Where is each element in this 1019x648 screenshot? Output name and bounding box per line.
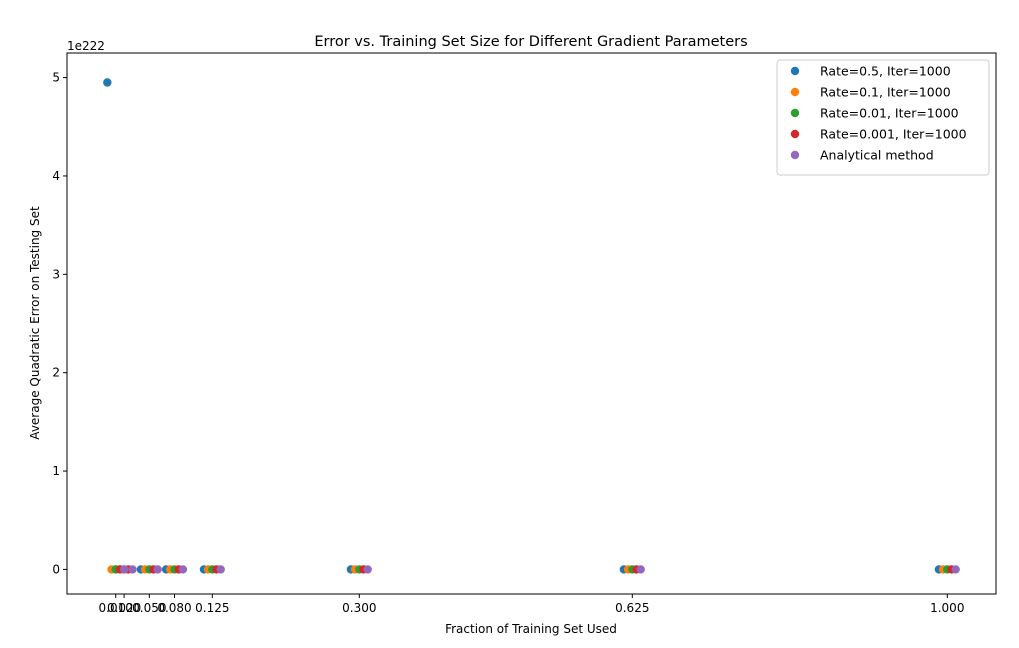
legend: Rate=0.5, Iter=1000 Rate=0.1, Iter=1000 Ra… [776, 59, 990, 176]
x-tick-label: 0.080 [157, 601, 191, 615]
legend-marker [790, 129, 800, 139]
y-tick-label: 0 [52, 562, 60, 576]
legend-entry-label: Analytical method [820, 148, 934, 163]
data-point-series-5 [216, 565, 225, 574]
x-tick-label: 0.020 [107, 601, 141, 615]
x-tick-label: 0.010 [99, 601, 133, 615]
chart-title: Error vs. Training Set Size for Differen… [314, 34, 747, 50]
x-tick-label: 0.300 [342, 601, 376, 615]
y-tick-label: 1 [52, 464, 60, 478]
data-point-series-5 [363, 565, 372, 574]
y-tick-label: 5 [52, 71, 60, 85]
legend-marker [790, 66, 800, 76]
x-tick-label: 0.125 [195, 601, 229, 615]
x-tick-label: 0.050 [132, 601, 166, 615]
data-points [103, 78, 960, 574]
y-axis-offset-label: 1e222 [67, 39, 105, 53]
legend-marker [790, 87, 800, 97]
legend-marker [790, 150, 800, 160]
legend-entry-label: Rate=0.01, Iter=1000 [820, 106, 959, 121]
x-tick-label: 0.625 [615, 601, 649, 615]
y-tick-label: 2 [52, 366, 60, 380]
data-point-series-5 [951, 565, 960, 574]
y-tick-label: 4 [52, 169, 60, 183]
y-axis: 0 1 2 3 4 5 [52, 71, 67, 576]
x-axis-label: Fraction of Training Set Used [445, 622, 617, 636]
legend-entry-label: Rate=0.001, Iter=1000 [820, 127, 967, 142]
plot-area [66, 52, 997, 595]
data-point-series-5 [119, 565, 129, 574]
data-point-series-5 [153, 565, 162, 574]
y-tick-label: 3 [52, 267, 60, 281]
legend-box [776, 59, 990, 176]
x-tick-label: 1.000 [930, 601, 964, 615]
data-point-series-1 [103, 78, 112, 87]
legend-entry-label: Rate=0.5, Iter=1000 [820, 64, 951, 79]
legend-entry-label: Rate=0.1, Iter=1000 [820, 85, 951, 100]
data-point-series-5 [636, 565, 645, 574]
legend-marker [790, 108, 800, 118]
data-point-series-5 [128, 565, 137, 574]
data-point-series-5 [178, 565, 188, 574]
y-axis-label: Average Quadratic Error on Testing Set [28, 206, 42, 440]
